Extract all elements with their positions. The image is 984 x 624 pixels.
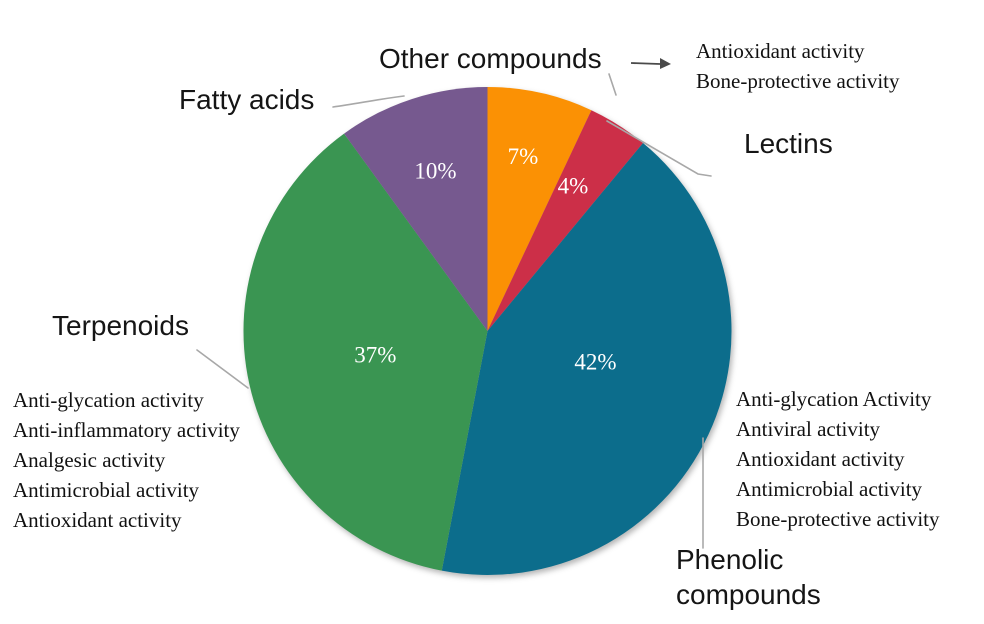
other-compounds-arrow: [630, 58, 671, 69]
arrow-shaft: [630, 62, 661, 65]
lectins-leader-line: [606, 120, 712, 177]
pie-percent-label-lectins: 4%: [558, 173, 589, 198]
other-compounds-label: Other compounds: [379, 43, 602, 74]
fatty-acids-leader-line: [332, 95, 405, 108]
other-compounds-activities: Antioxidant activity Bone-protective act…: [696, 39, 900, 93]
terpenoids-activities: Anti-glycation activity Anti-inflammator…: [13, 388, 240, 532]
phenolic-activities: Anti-glycation Activity Antiviral activi…: [736, 387, 940, 531]
other-compounds-leader-line: [608, 73, 617, 96]
pie-percent-label-other-compounds: 7%: [508, 144, 539, 169]
pie-slice-fatty-acids: [344, 87, 488, 331]
pie-slices-group: [243, 87, 732, 576]
arrow-head-icon: [660, 58, 671, 69]
pie-slice-other-compounds: [487, 87, 592, 331]
leader-lines-group: [196, 73, 712, 549]
fatty-acids-label: Fatty acids: [179, 84, 315, 115]
pie-slice-phenolic-compounds: [441, 142, 732, 576]
lectins-label: Lectins: [744, 128, 833, 159]
phenolic-compounds-label: Phenolic compounds: [676, 544, 821, 610]
pie-slice-lectins: [487, 110, 644, 331]
terpenoids-label: Terpenoids: [52, 310, 189, 341]
terpenoids-leader-line: [196, 349, 249, 389]
pie-percent-label-phenolic-compounds: 42%: [574, 349, 616, 374]
pie-percent-labels-group: 7% 4% 42% 37% 10%: [354, 144, 616, 374]
pie-slice-terpenoids: [243, 133, 488, 571]
pie-percent-label-terpenoids: 37%: [354, 342, 396, 367]
pie-percent-label-fatty-acids: 10%: [414, 158, 456, 183]
